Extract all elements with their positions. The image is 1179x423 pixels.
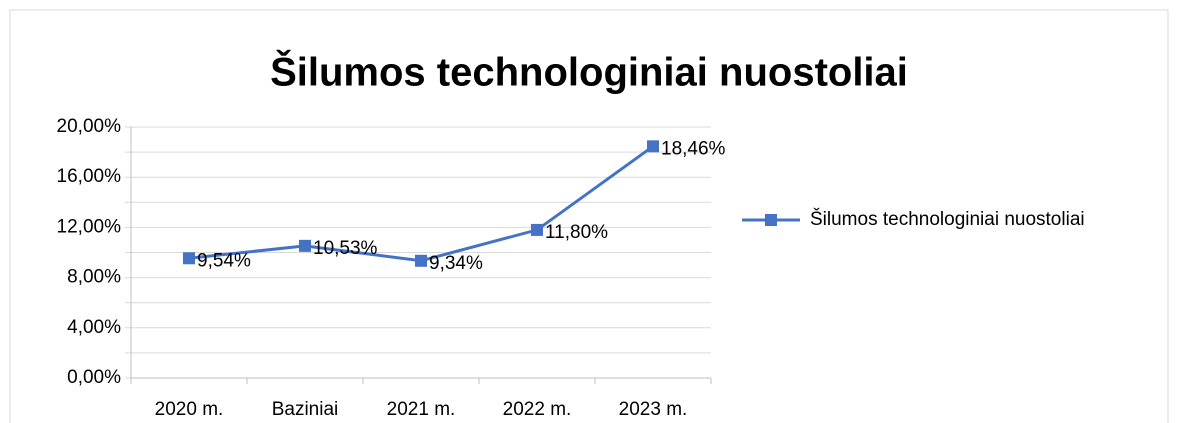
x-tick-label: 2021 m. [387, 399, 456, 420]
x-tick-label: 2022 m. [503, 399, 572, 420]
y-tick-label: 8,00% [67, 267, 121, 288]
y-tick-label: 20,00% [57, 116, 122, 137]
data-label: 11,80% [545, 222, 608, 243]
marker [299, 239, 311, 252]
y-tick-label: 4,00% [67, 317, 121, 338]
data-label: 10,53% [313, 238, 378, 259]
y-tick-label: 16,00% [57, 166, 122, 187]
data-label: 18,46% [661, 138, 726, 159]
x-tick-label: 2020 m. [155, 399, 224, 420]
chart-frame [9, 9, 1169, 423]
marker [183, 252, 195, 265]
data-label: 9,54% [197, 250, 251, 271]
data-label: 9,34% [429, 253, 483, 274]
marker [415, 254, 427, 267]
legend-marker [765, 214, 777, 226]
x-tick-label: 2023 m. [619, 399, 688, 420]
marker [531, 223, 543, 236]
x-tick-label: Baziniai [272, 399, 339, 420]
marker [647, 140, 659, 153]
legend-label: Šilumos technologiniai nuostoliai [810, 208, 1085, 230]
y-tick-label: 12,00% [57, 216, 122, 237]
y-tick-label: 0,00% [67, 367, 121, 388]
chart-title: Šilumos technologiniai nuostoliai [270, 49, 908, 95]
